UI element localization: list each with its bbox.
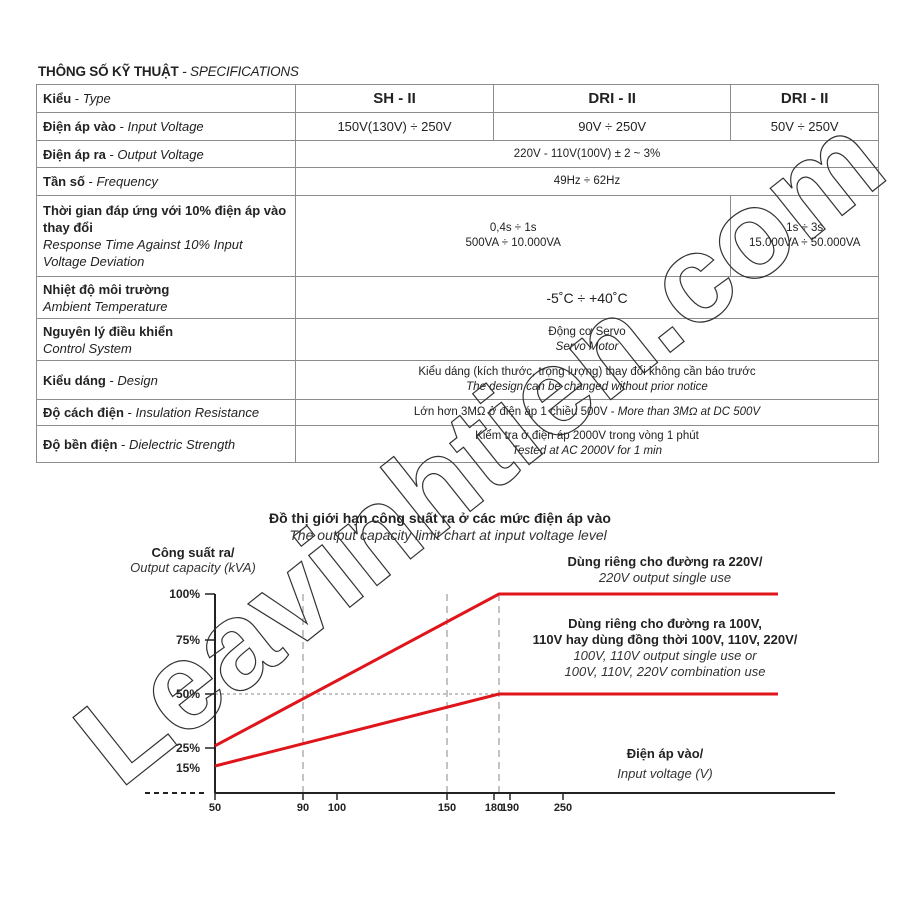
spec-table: Kiểu - Type SH - II DRI - II DRI - II Đi… <box>36 84 879 463</box>
row-dielectric: Độ bền điện - Dielectric Strength Kiểm t… <box>36 425 879 463</box>
x-axis-label-en: Input voltage (V) <box>617 766 712 781</box>
y-axis-label-en: Output capacity (kVA) <box>130 560 256 575</box>
annotation-100v-vi-1: Dùng riêng cho đường ra 100V, <box>568 616 762 631</box>
row-frequency: Tần số - Frequency 49Hz ÷ 62Hz <box>36 167 879 196</box>
row-insulation: Độ cách điện - Insulation Resistance Lớn… <box>36 399 879 426</box>
y-axis-label-vi: Công suất ra/ <box>151 545 234 560</box>
row-ambient-temperature: Nhiệt độ môi trường Ambient Temperature -… <box>36 276 879 319</box>
row-output-voltage: Điện áp ra - Output Voltage 220V - 110V(… <box>36 140 879 168</box>
chart-subtitle: The output capacity limit chart at input… <box>289 527 607 543</box>
annotation-100v-en-1: 100V, 110V output single use or <box>573 648 757 663</box>
x-tick-label: 250 <box>554 802 572 814</box>
annotation-100v-en-2: 100V, 110V, 220V combination use <box>565 664 766 679</box>
x-tick-label: 100 <box>328 802 346 814</box>
x-axis-label-vi: Điện áp vào/ <box>627 746 704 761</box>
annotation-220v-en: 220V output single use <box>598 570 731 585</box>
x-tick-label: 190 <box>501 802 519 814</box>
x-tick-label: 90 <box>297 802 309 814</box>
page-title: THÔNG SỐ KỸ THUẬT - SPECIFICATIONS <box>38 64 299 79</box>
annotation-220v-vi: Dùng riêng cho đường ra 220V/ <box>568 554 763 569</box>
x-tick-label: 50 <box>209 802 221 814</box>
y-tick-label: 15% <box>176 761 200 775</box>
series-line-2 <box>214 692 778 768</box>
annotation-100v-vi-2: 110V hay dùng đồng thời 100V, 110V, 220V… <box>533 632 798 647</box>
series-line-1 <box>214 592 778 748</box>
x-tick-label: 150 <box>438 802 456 814</box>
y-tick-label: 25% <box>176 741 200 755</box>
y-tick-label: 100% <box>169 587 200 601</box>
chart-title: Đồ thị giới hạn công suất ra ở các mức đ… <box>269 510 611 526</box>
row-control-system: Nguyên lý điều khiển Control System Động … <box>36 318 879 361</box>
y-tick-label: 75% <box>176 633 200 647</box>
model-dri-1: DRI - II <box>492 84 732 113</box>
y-tick-label: 50% <box>176 687 200 701</box>
x-tick-label: 180 <box>485 802 503 814</box>
